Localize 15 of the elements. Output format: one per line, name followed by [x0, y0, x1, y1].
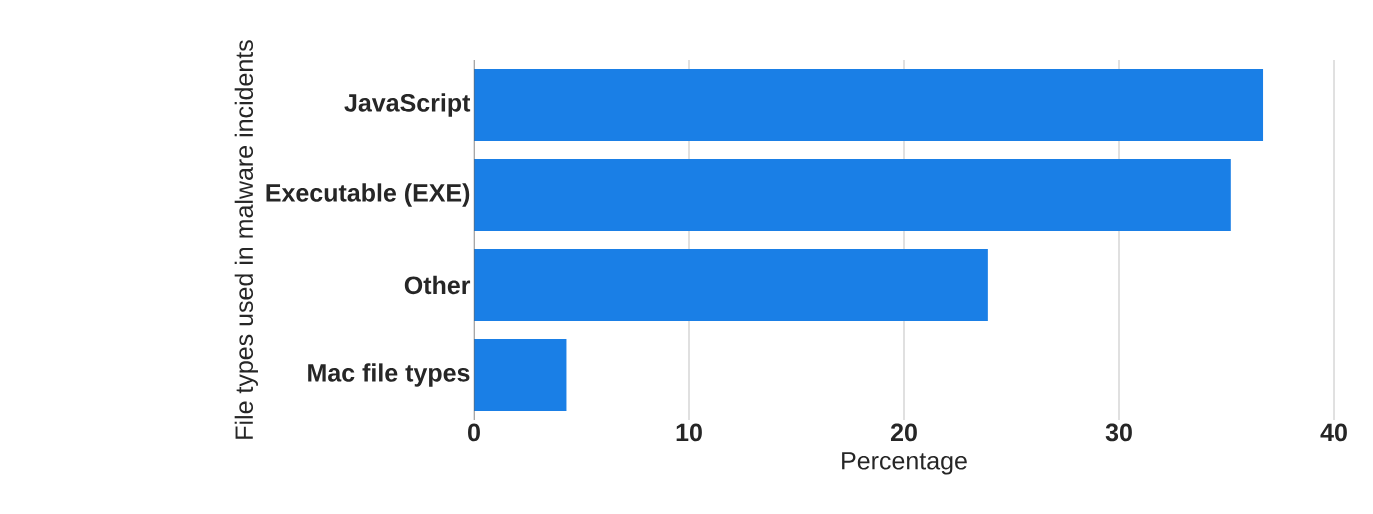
- y-axis-title: File types used in malware incidents: [234, 40, 258, 439]
- y-tick-label: Executable (EXE): [266, 183, 470, 207]
- x-tick-label: 10: [676, 423, 702, 442]
- bar: [474, 249, 988, 321]
- bar: [474, 339, 567, 411]
- x-tick-label: 20: [890, 423, 917, 442]
- bar: [474, 69, 1264, 141]
- x-axis-title: Percentage: [842, 452, 967, 475]
- x-tick-label: 0: [468, 423, 480, 442]
- y-tick-label: Mac file types: [308, 363, 470, 387]
- x-tick-label: 30: [1105, 423, 1132, 442]
- y-tick-label: Other: [404, 275, 471, 295]
- x-tick-label: 40: [1320, 423, 1347, 442]
- y-tick-label: JavaScript: [344, 93, 471, 117]
- bar: [474, 159, 1231, 231]
